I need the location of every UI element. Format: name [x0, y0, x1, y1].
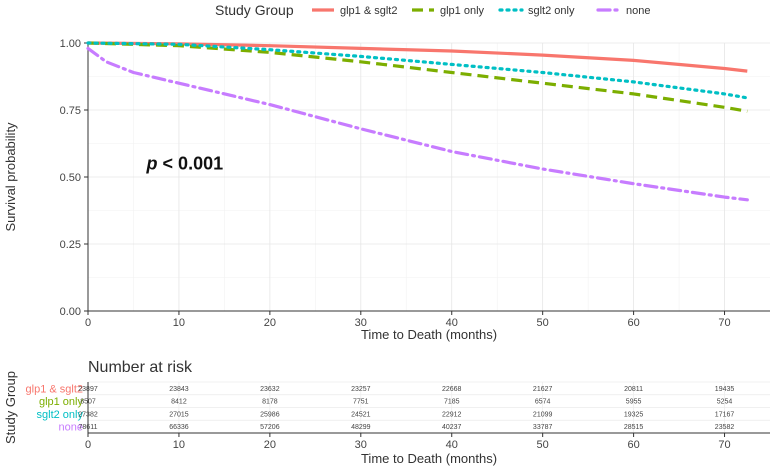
y-tick-label: 1.00: [60, 38, 81, 50]
risk-cell: 66336: [169, 424, 189, 431]
risk-cell: 21099: [533, 411, 553, 418]
risk-cell: 78611: [79, 424, 98, 431]
risk-x-tick-label: 70: [718, 439, 730, 451]
risk-x-tick-label: 0: [85, 439, 91, 451]
risk-x-tick-label: 40: [446, 439, 458, 451]
risk-x-tick-label: 20: [264, 439, 276, 451]
y-tick-label: 0.50: [60, 172, 81, 184]
risk-x-axis-title: Time to Death (months): [361, 451, 497, 466]
risk-x-tick-label: 50: [537, 439, 549, 451]
risk-table-title: Number at risk: [88, 359, 193, 376]
series-line-glp1-only: [87, 41, 748, 113]
series-line-none: [86, 46, 749, 202]
x-tick-label: 20: [264, 317, 276, 329]
legend-label: sglt2 only: [528, 5, 575, 17]
risk-cell: 17167: [715, 411, 735, 418]
risk-cell: 5955: [626, 399, 642, 406]
risk-cell: 28515: [624, 424, 644, 431]
risk-cell: 22668: [442, 386, 462, 393]
risk-cell: 22912: [442, 411, 462, 418]
x-axis-title: Time to Death (months): [361, 327, 497, 342]
y-tick-label: 0.75: [60, 105, 81, 117]
risk-cell: 33787: [533, 424, 553, 431]
risk-cell: 7751: [353, 399, 369, 406]
legend-label: none: [626, 5, 650, 17]
y-axis-title: Survival probability: [3, 122, 18, 232]
risk-cell: 23897: [78, 386, 98, 393]
risk-cell: 27015: [169, 411, 189, 418]
risk-y-axis-title: Study Group: [3, 371, 18, 444]
x-tick-label: 30: [355, 317, 367, 329]
risk-cell: 27382: [78, 411, 98, 418]
x-tick-label: 10: [173, 317, 185, 329]
risk-cell: 23843: [169, 386, 189, 393]
y-tick-label: 0.25: [60, 239, 81, 251]
y-tick-label: 0.00: [60, 306, 81, 318]
x-tick-label: 70: [718, 317, 730, 329]
series-line-glp1-sglt2: [87, 41, 748, 73]
legend-label: glp1 & sglt2: [340, 5, 397, 17]
risk-cell: 5254: [717, 399, 733, 406]
risk-group-label: sglt2 only: [37, 409, 84, 421]
risk-x-tick-label: 30: [355, 439, 367, 451]
p-value-text: < 0.001: [158, 154, 224, 174]
risk-cell: 24521: [351, 411, 371, 418]
risk-cell: 6574: [535, 399, 551, 406]
risk-cell: 8412: [171, 399, 187, 406]
risk-cell: 23632: [260, 386, 280, 393]
x-tick-label: 0: [85, 317, 91, 329]
legend-label: glp1 only: [440, 5, 485, 17]
risk-group-label: glp1 only: [39, 396, 84, 408]
risk-cell: 21627: [533, 386, 553, 393]
x-tick-label: 40: [446, 317, 458, 329]
risk-cell: 57206: [260, 424, 280, 431]
x-tick-label: 50: [537, 317, 549, 329]
risk-cell: 48299: [351, 424, 371, 431]
risk-cell: 23582: [715, 424, 735, 431]
risk-cell: 20811: [624, 386, 643, 393]
risk-cell: 19325: [624, 411, 644, 418]
risk-x-tick-label: 60: [627, 439, 639, 451]
p-value-italic: p: [146, 154, 158, 174]
risk-cell: 19435: [715, 386, 735, 393]
risk-group-label: none: [59, 422, 83, 434]
risk-cell: 25986: [260, 411, 280, 418]
risk-cell: 8507: [80, 399, 96, 406]
x-tick-label: 60: [627, 317, 639, 329]
series-line-sglt2-only: [86, 41, 749, 100]
risk-group-label: glp1 & sglt2: [26, 383, 83, 395]
risk-cell: 8178: [262, 399, 278, 406]
risk-x-tick-label: 10: [173, 439, 185, 451]
p-value-annotation: p < 0.001: [146, 154, 224, 174]
risk-cell: 40237: [442, 424, 462, 431]
legend-title: Study Group: [215, 2, 294, 18]
risk-cell: 23257: [351, 386, 371, 393]
risk-cell: 7185: [444, 399, 460, 406]
